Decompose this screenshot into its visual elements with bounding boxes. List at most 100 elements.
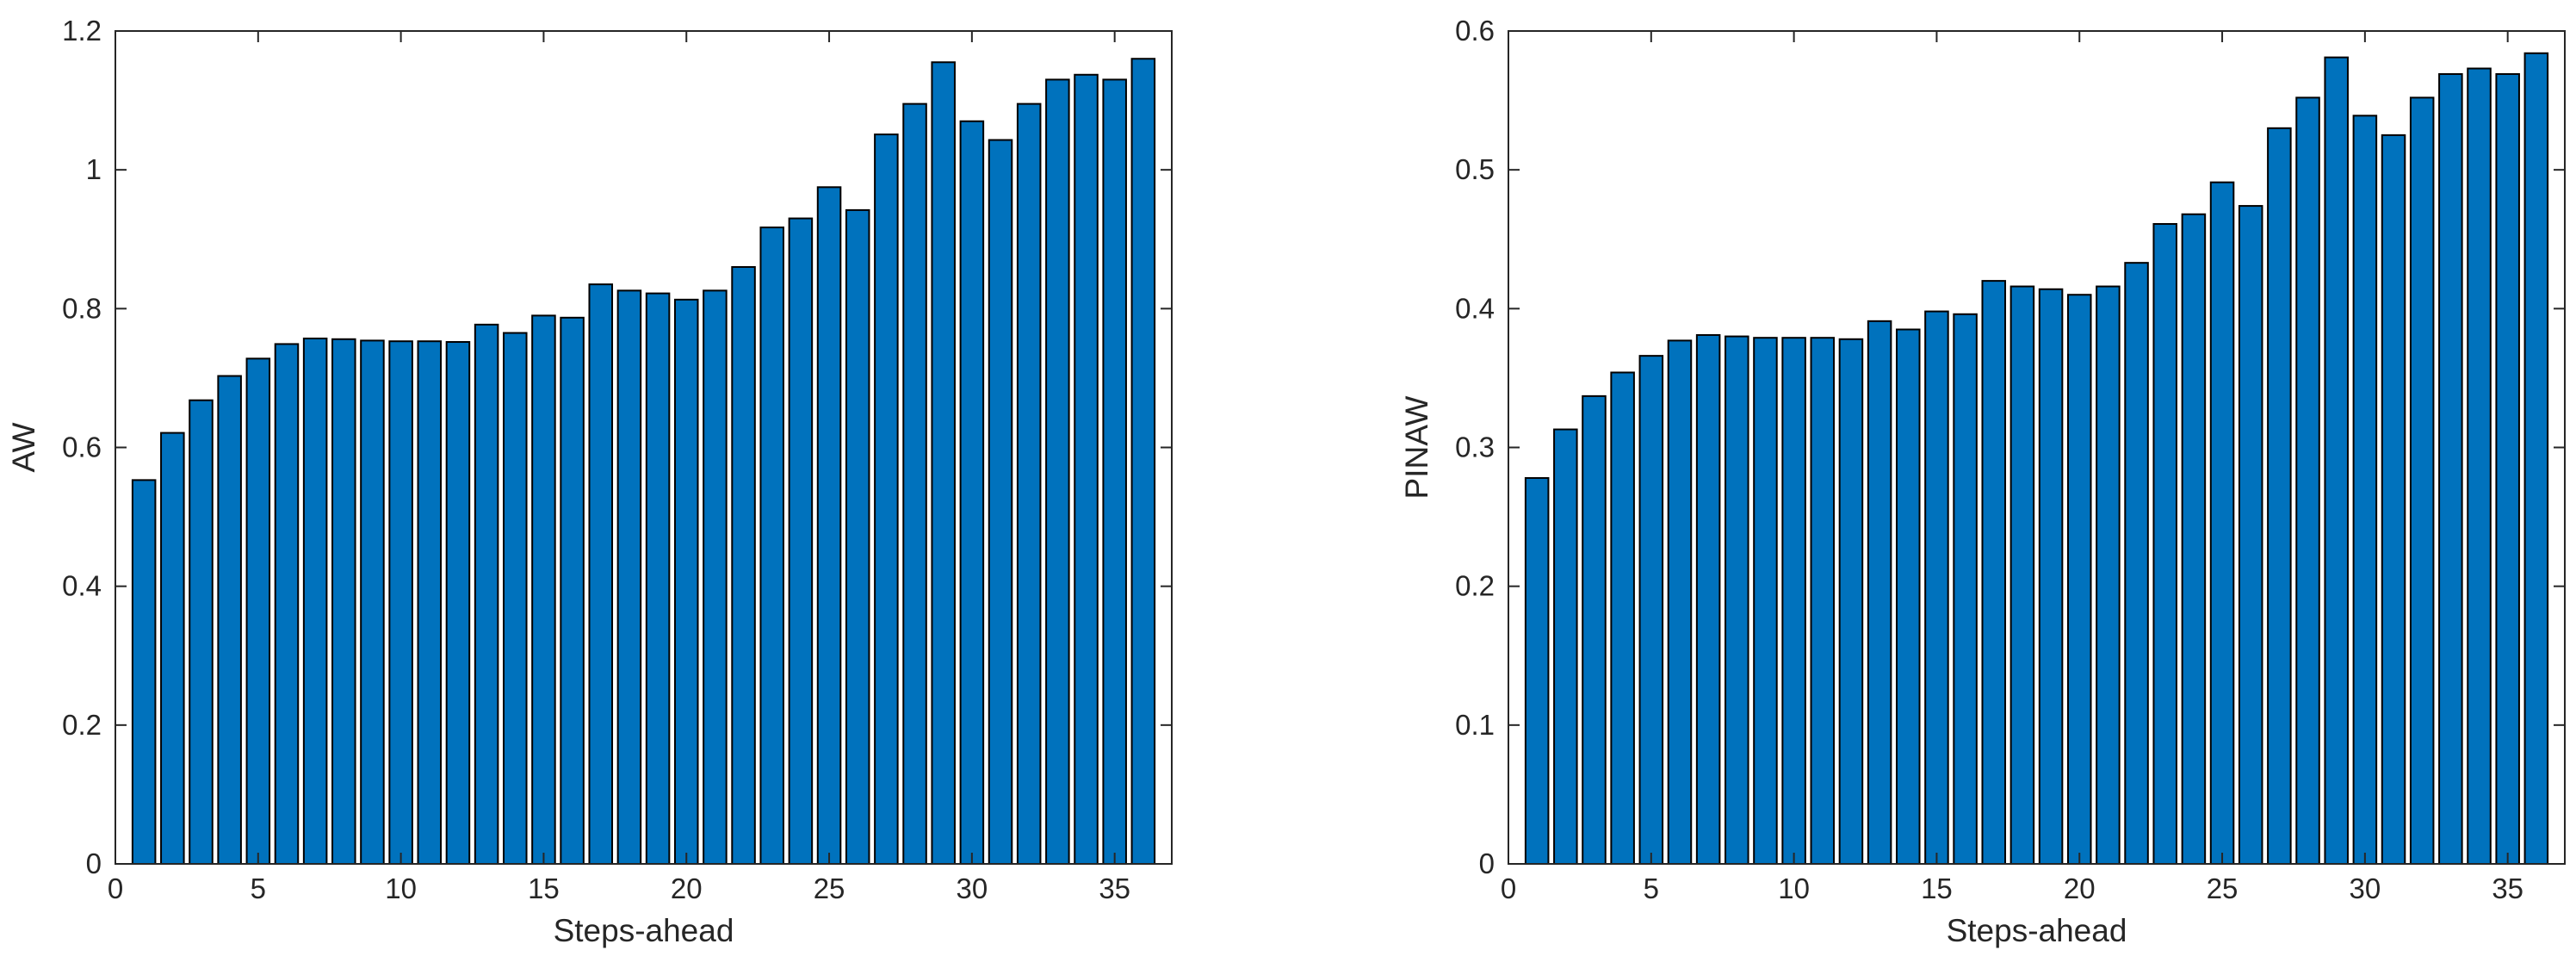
pinaw-bar [1753, 337, 1778, 865]
aw-bar [759, 227, 784, 865]
aw-y-tick-label: 1.2 [62, 15, 102, 47]
aw-x-tick-label: 10 [385, 873, 417, 904]
aw-x-tick-label: 20 [671, 873, 703, 904]
aw-bar [160, 432, 185, 865]
pinaw-bar [1553, 428, 1578, 865]
pinaw-bar [2324, 56, 2349, 866]
aw-x-tick-label: 30 [957, 873, 988, 904]
aw-x-tick-label: 0 [108, 873, 123, 904]
aw-bar [274, 343, 300, 865]
pinaw-y-tick-label: 0.3 [1455, 432, 1495, 463]
aw-bar [1074, 73, 1099, 865]
aw-bar [988, 139, 1013, 865]
pinaw-bar [1667, 339, 1693, 865]
aw-y-tick-label: 0.6 [62, 432, 102, 463]
aw-x-tick-label: 15 [528, 873, 560, 904]
pinaw-bar [1695, 333, 1721, 865]
pinaw-bar [1610, 371, 1635, 866]
aw-bar [931, 61, 956, 865]
pinaw-bar [1810, 337, 1836, 865]
pinaw-bar [2495, 72, 2520, 865]
pinaw-bar [2152, 223, 2177, 865]
pinaw-bar [2352, 115, 2378, 865]
pinaw-bar [2267, 127, 2292, 865]
pinaw-bar [2096, 285, 2121, 865]
pinaw-bar [2438, 72, 2463, 865]
pinaw-bar [2381, 134, 2406, 865]
pinaw-bar [1924, 310, 1949, 865]
aw-bar [445, 341, 471, 865]
pinaw-axes-box [1508, 30, 2566, 865]
pinaw-y-axis-label: PINAW [1399, 395, 1434, 499]
aw-bar [902, 102, 927, 866]
aw-bar [189, 399, 214, 865]
pinaw-y-tick-label: 0.1 [1455, 709, 1495, 741]
aw-bar [616, 289, 642, 865]
aw-bar [874, 134, 899, 865]
aw-bar [731, 265, 756, 866]
pinaw-bar [2295, 96, 2320, 866]
aw-bar [531, 314, 556, 865]
pinaw-bar [1781, 337, 1806, 865]
aw-y-tick-label: 0.4 [62, 570, 102, 602]
aw-bar [1045, 78, 1070, 866]
aw-bar [588, 283, 614, 865]
aw-axes-box [115, 30, 1173, 865]
pinaw-bar [2038, 288, 2064, 865]
aw-y-tick-label: 1 [86, 153, 102, 185]
pinaw-bar [1524, 476, 1550, 866]
pinaw-x-tick-label: 15 [1921, 873, 1953, 904]
aw-bar [645, 292, 671, 865]
aw-bar [302, 337, 328, 866]
pinaw-bar [1838, 338, 1864, 866]
pinaw-bar [1638, 355, 1664, 865]
pinaw-bar [1981, 280, 2007, 866]
pinaw-bar [2409, 96, 2435, 866]
pinaw-y-tick-label: 0.2 [1455, 570, 1495, 602]
aw-bar [1130, 58, 1156, 866]
pinaw-bar-chart: 0 5 10 15 20 25 30 35 0 0.1 0.2 0.3 0.4 0.5 0.6 Steps-a… [1399, 15, 2566, 948]
pinaw-bar [2523, 52, 2549, 866]
pinaw-x-tick-label: 5 [1644, 873, 1659, 904]
pinaw-bar [2009, 285, 2035, 865]
aw-bar [959, 120, 985, 865]
aw-bar [703, 289, 728, 865]
aw-bar [816, 186, 842, 865]
pinaw-bar [2467, 67, 2492, 865]
aw-bar [417, 340, 443, 865]
pinaw-bar [2124, 262, 2149, 865]
aw-bar [360, 339, 385, 865]
aw-bar [217, 375, 242, 865]
pinaw-y-tick-label: 0.4 [1455, 292, 1495, 324]
pinaw-bar [1582, 394, 1607, 865]
aw-bar [788, 217, 814, 865]
pinaw-bar [1953, 313, 1978, 865]
aw-bar [474, 323, 499, 865]
pinaw-bar [2066, 294, 2092, 866]
pinaw-x-tick-label: 0 [1501, 873, 1516, 904]
pinaw-x-tick-label: 30 [2350, 873, 2381, 904]
pinaw-y-tick-label: 0 [1479, 848, 1495, 879]
aw-bar [560, 316, 585, 865]
aw-bar [673, 298, 699, 865]
aw-x-axis-label: Steps-ahead [554, 913, 734, 948]
pinaw-x-axis-label: Steps-ahead [1947, 913, 2127, 948]
aw-bar [245, 357, 271, 866]
aw-bar [503, 332, 528, 866]
aw-bar [388, 340, 413, 865]
aw-bar-chart: 0 5 10 15 20 25 30 35 0 0.2 0.4 0.6 0.8 1 1.2 Steps-ahe… [6, 15, 1173, 948]
pinaw-x-tick-label: 10 [1778, 873, 1810, 904]
pinaw-bar [1725, 335, 1749, 865]
pinaw-bar [1896, 328, 1921, 865]
aw-y-tick-label: 0.8 [62, 292, 102, 324]
aw-bar [1016, 102, 1042, 866]
pinaw-y-tick-label: 0.5 [1455, 153, 1495, 185]
pinaw-x-tick-label: 35 [2492, 873, 2523, 904]
aw-bar [131, 479, 157, 865]
aw-bar [1102, 78, 1127, 866]
aw-bar [845, 208, 870, 865]
aw-bar [331, 338, 356, 866]
aw-x-tick-label: 35 [1099, 873, 1130, 904]
pinaw-y-tick-label: 0.6 [1455, 15, 1495, 47]
